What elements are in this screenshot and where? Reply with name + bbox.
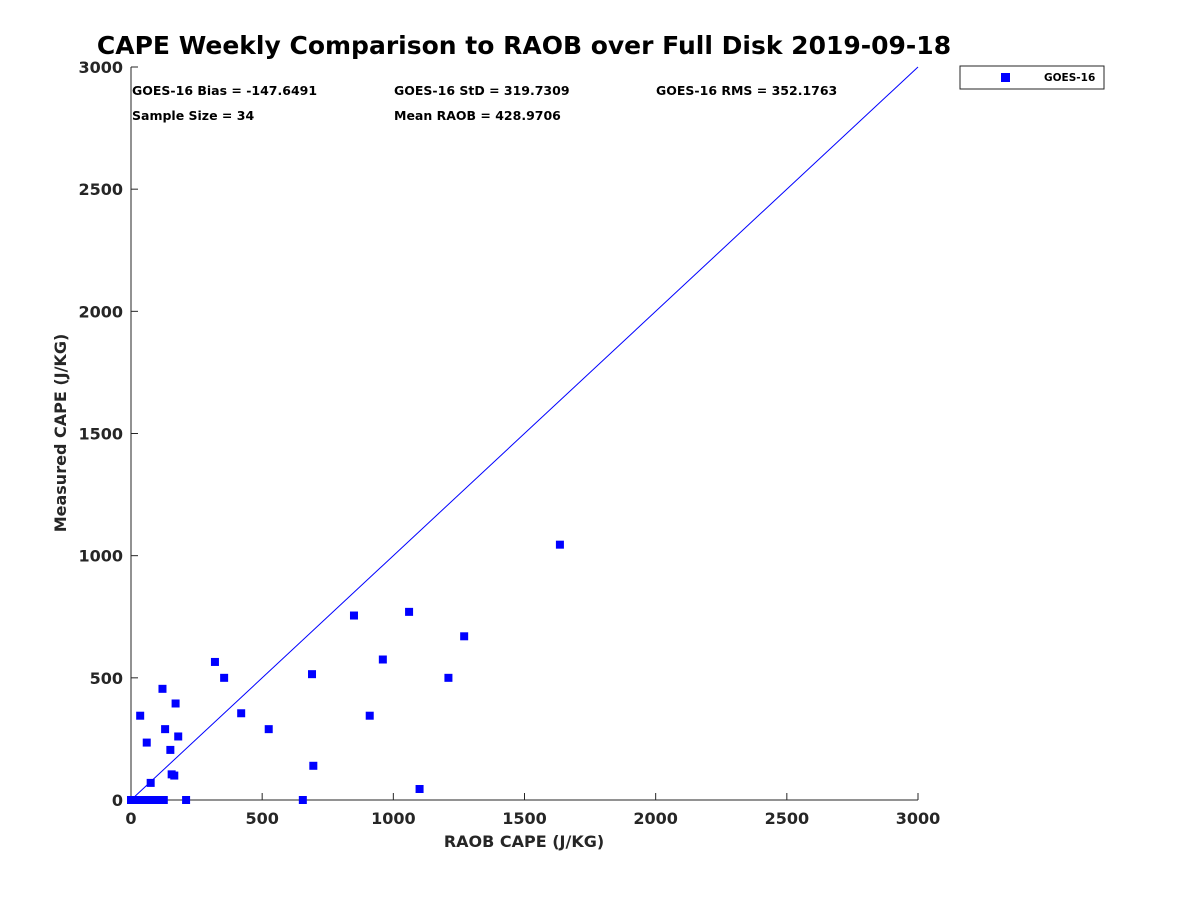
legend: GOES-16 [959, 65, 1105, 90]
data-point [146, 778, 155, 787]
data-point [174, 732, 183, 741]
data-point [309, 761, 318, 770]
x-tick-label: 2000 [633, 809, 678, 828]
data-point [405, 607, 414, 616]
data-point [158, 684, 167, 693]
data-point [349, 611, 358, 620]
data-point [142, 738, 151, 747]
data-point [210, 657, 219, 666]
data-point [166, 745, 175, 754]
data-point [171, 699, 180, 708]
data-point [142, 796, 151, 804]
data-point [365, 711, 374, 720]
data-point [264, 725, 273, 734]
data-point [161, 725, 170, 734]
x-tick-label: 3000 [896, 809, 941, 828]
data-point [220, 673, 229, 682]
y-tick-label: 2000 [78, 302, 123, 321]
stat-std: GOES-16 StD = 319.7309 [394, 83, 570, 98]
stat-rms: GOES-16 RMS = 352.1763 [656, 83, 837, 98]
y-axis-ticks: 0 500 1000 1500 2000 2500 3000 [78, 58, 138, 810]
one-to-one-reference-line [130, 66, 919, 801]
y-tick-label: 1500 [78, 425, 123, 444]
data-point [298, 796, 307, 804]
stat-mean-raob: Mean RAOB = 428.9706 [394, 108, 561, 123]
x-axis-label: RAOB CAPE (J/KG) [444, 832, 604, 851]
y-tick-label: 500 [90, 669, 123, 688]
data-point [170, 771, 179, 780]
data-point [415, 785, 424, 794]
chart-title: CAPE Weekly Comparison to RAOB over Full… [97, 31, 951, 60]
y-axis-label: Measured CAPE (J/KG) [51, 334, 70, 533]
data-point [378, 655, 387, 664]
stat-sample-size: Sample Size = 34 [132, 108, 254, 123]
data-point [237, 709, 246, 718]
y-tick-label: 1000 [78, 547, 123, 566]
data-point [147, 796, 156, 804]
data-point [153, 796, 162, 804]
data-point [136, 711, 145, 720]
y-tick-label: 2500 [78, 180, 123, 199]
data-point [308, 670, 317, 679]
y-tick-label: 3000 [78, 58, 123, 77]
data-point [444, 673, 453, 682]
data-point [460, 632, 469, 641]
x-tick-label: 2500 [765, 809, 810, 828]
x-axis-ticks: 0 500 1000 1500 2000 2500 3000 [125, 793, 940, 828]
stat-bias: GOES-16 Bias = -147.6491 [132, 83, 317, 98]
x-tick-label: 0 [125, 809, 136, 828]
data-points [127, 540, 564, 804]
y-tick-label: 0 [112, 791, 123, 810]
legend-marker [1001, 73, 1010, 82]
x-tick-label: 1500 [502, 809, 547, 828]
data-point [137, 796, 146, 804]
x-tick-label: 1000 [371, 809, 416, 828]
x-tick-label: 500 [245, 809, 278, 828]
legend-label: GOES-16 [1044, 72, 1095, 84]
data-point [555, 540, 564, 549]
data-point [159, 796, 168, 804]
data-point [182, 796, 191, 804]
legend-box [959, 65, 1105, 90]
